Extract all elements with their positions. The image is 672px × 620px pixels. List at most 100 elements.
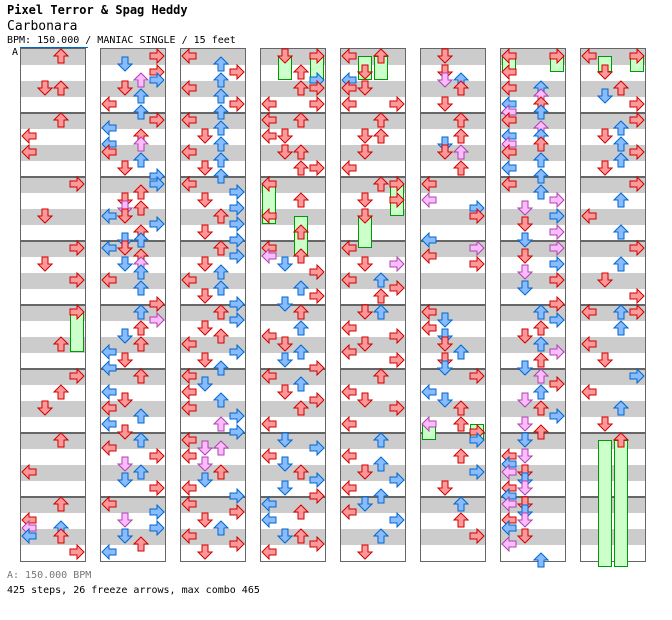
arrow-down-icon xyxy=(517,392,533,408)
arrow-up-icon xyxy=(133,408,149,424)
chart-column xyxy=(420,48,486,562)
arrow-down-icon xyxy=(357,128,373,144)
measure-line xyxy=(501,432,565,434)
arrow-down-icon xyxy=(597,160,613,176)
arrow-down-icon xyxy=(277,528,293,544)
arrow-down-icon xyxy=(197,376,213,392)
arrow-left-icon xyxy=(21,464,37,480)
arrow-right-icon xyxy=(469,368,485,384)
chart-column xyxy=(340,48,406,562)
arrow-right-icon xyxy=(629,112,645,128)
arrow-right-icon xyxy=(309,440,325,456)
arrow-up-icon xyxy=(533,136,549,152)
arrow-down-icon xyxy=(277,432,293,448)
arrow-up-icon xyxy=(373,288,389,304)
arrow-up-icon xyxy=(613,400,629,416)
chart-stats: 425 steps, 26 freeze arrows, max combo 4… xyxy=(7,585,260,596)
arrow-right-icon xyxy=(549,48,565,64)
arrow-left-icon xyxy=(101,120,117,136)
arrow-up-icon xyxy=(133,304,149,320)
arrow-down-icon xyxy=(37,400,53,416)
arrow-left-icon xyxy=(341,80,357,96)
arrow-down-icon xyxy=(517,432,533,448)
arrow-down-icon xyxy=(277,256,293,272)
arrow-right-icon xyxy=(69,544,85,560)
arrow-left-icon xyxy=(181,112,197,128)
arrow-down-icon xyxy=(197,160,213,176)
arrow-left-icon xyxy=(341,480,357,496)
measure-line xyxy=(261,432,325,434)
arrow-up-icon xyxy=(453,128,469,144)
arrow-up-icon xyxy=(373,456,389,472)
arrow-left-icon xyxy=(101,344,117,360)
arrow-right-icon xyxy=(389,328,405,344)
measure-line xyxy=(581,304,645,306)
measure-line xyxy=(421,304,485,306)
arrow-left-icon xyxy=(261,112,277,128)
arrow-down-icon xyxy=(437,360,453,376)
measure-line xyxy=(21,304,85,306)
arrow-right-icon xyxy=(549,312,565,328)
arrow-left-icon xyxy=(501,176,517,192)
arrow-up-icon xyxy=(213,360,229,376)
arrow-left-icon xyxy=(101,96,117,112)
arrow-up-icon xyxy=(213,392,229,408)
arrow-up-icon xyxy=(293,224,309,240)
arrow-down-icon xyxy=(117,424,133,440)
arrow-up-icon xyxy=(293,528,309,544)
arrow-down-icon xyxy=(277,336,293,352)
arrow-right-icon xyxy=(549,408,565,424)
measure-line xyxy=(421,368,485,370)
arrow-left-icon xyxy=(341,504,357,520)
arrow-left-icon xyxy=(261,328,277,344)
arrow-right-icon xyxy=(229,424,245,440)
arrow-up-icon xyxy=(293,112,309,128)
arrow-up-icon xyxy=(293,400,309,416)
bpm-legend: A: 150.000 BPM xyxy=(7,570,92,581)
arrow-down-icon xyxy=(117,352,133,368)
arrow-up-icon xyxy=(133,336,149,352)
measure-line xyxy=(341,176,405,178)
measure-line xyxy=(181,112,245,114)
arrow-down-icon xyxy=(357,144,373,160)
arrow-left-icon xyxy=(181,176,197,192)
arrow-up-icon xyxy=(133,232,149,248)
arrow-down-icon xyxy=(357,464,373,480)
arrow-right-icon xyxy=(229,64,245,80)
song-title: Carbonara xyxy=(7,19,78,34)
arrow-down-icon xyxy=(517,528,533,544)
arrow-up-icon xyxy=(213,304,229,320)
arrow-up-icon xyxy=(133,264,149,280)
arrow-up-icon xyxy=(213,56,229,72)
arrow-left-icon xyxy=(501,48,517,64)
arrow-down-icon xyxy=(117,328,133,344)
arrow-up-icon xyxy=(533,320,549,336)
arrow-right-icon xyxy=(229,248,245,264)
arrow-left-icon xyxy=(181,272,197,288)
arrow-up-icon xyxy=(53,80,69,96)
arrow-up-icon xyxy=(533,400,549,416)
arrow-up-icon xyxy=(133,200,149,216)
arrow-up-icon xyxy=(293,504,309,520)
arrow-right-icon xyxy=(309,288,325,304)
arrow-right-icon xyxy=(469,464,485,480)
arrow-down-icon xyxy=(117,240,133,256)
arrow-left-icon xyxy=(181,496,197,512)
arrow-up-icon xyxy=(133,536,149,552)
arrow-up-icon xyxy=(613,120,629,136)
arrow-down-icon xyxy=(197,456,213,472)
arrow-right-icon xyxy=(149,504,165,520)
arrow-right-icon xyxy=(389,176,405,192)
arrow-down-icon xyxy=(197,352,213,368)
arrow-up-icon xyxy=(53,496,69,512)
arrow-left-icon xyxy=(261,128,277,144)
arrow-down-icon xyxy=(357,64,373,80)
arrow-left-icon xyxy=(101,208,117,224)
arrow-down-icon xyxy=(517,360,533,376)
arrow-right-icon xyxy=(549,296,565,312)
arrow-up-icon xyxy=(213,88,229,104)
arrow-right-icon xyxy=(629,304,645,320)
arrow-up-icon xyxy=(453,512,469,528)
measure-line xyxy=(261,496,325,498)
arrow-left-icon xyxy=(501,520,517,536)
